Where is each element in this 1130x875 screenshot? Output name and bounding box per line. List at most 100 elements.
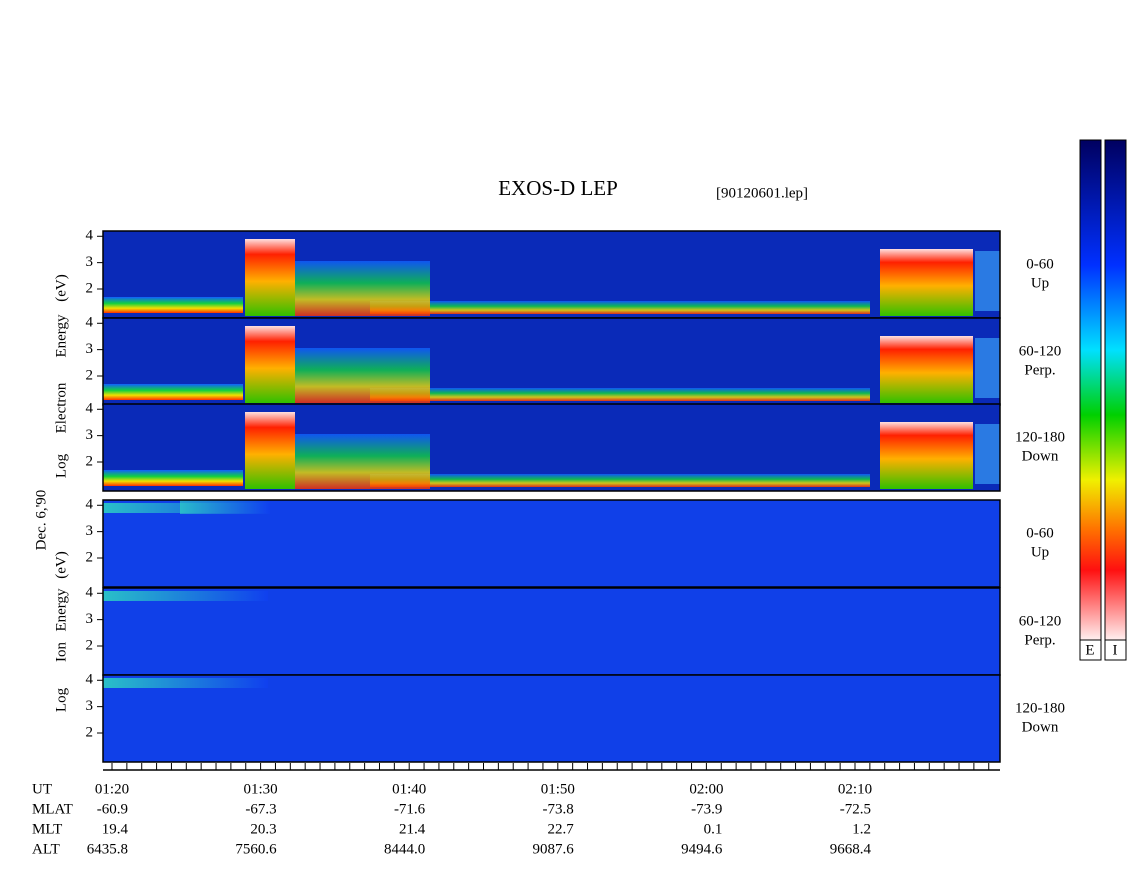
colorbar-box	[1104, 639, 1127, 661]
ephemeris-value: 8444.0	[384, 841, 425, 857]
ephemeris-value: -72.5	[840, 801, 871, 817]
row-label: MLT	[32, 821, 62, 837]
direction-label: Down	[1022, 719, 1059, 735]
ephemeris-value: 21.4	[399, 821, 426, 837]
axis-label: (eV)	[53, 551, 69, 578]
ephemeris-value: -73.8	[543, 801, 574, 817]
colorbar	[1104, 139, 1127, 641]
y-tick-label: 3	[86, 698, 94, 714]
y-tick-label: 2	[86, 280, 94, 296]
colorbar-label: E	[1085, 642, 1094, 658]
electron-band	[103, 470, 243, 486]
ephemeris-value: -73.9	[691, 801, 722, 817]
direction-label: Perp.	[1024, 632, 1055, 648]
y-tick-label: 2	[86, 453, 94, 469]
axis-label: Ion	[53, 642, 69, 662]
ephemeris-value: 20.3	[250, 821, 276, 837]
y-tick-label: 4	[86, 401, 94, 417]
colorbar-box	[1079, 639, 1102, 661]
electron-burst	[245, 326, 295, 403]
time-label: 02:10	[838, 781, 872, 797]
colorbars: E I	[1079, 139, 1127, 661]
direction-label: Down	[1022, 448, 1059, 464]
file-name: [90120601.lep]	[716, 185, 808, 201]
ephemeris-value: 7560.6	[235, 841, 277, 857]
panel-frame	[102, 403, 1001, 492]
ephemeris-value: -67.3	[245, 801, 276, 817]
pitch-angle-label: 0-60	[1026, 525, 1054, 541]
title: EXOS-D LEP	[498, 176, 618, 200]
electron-burst	[295, 434, 430, 489]
axis-label: Dec. 6,'90	[33, 490, 49, 551]
pitch-angle-label: 60-120	[1019, 613, 1062, 629]
time-label: 01:50	[541, 781, 575, 797]
ephemeris-value: 9494.6	[681, 841, 723, 857]
time-label: 01:40	[392, 781, 426, 797]
row-label: ALT	[32, 841, 60, 857]
time-label: 02:00	[689, 781, 723, 797]
axis-label: Energy	[53, 314, 69, 358]
electron-burst	[880, 249, 973, 316]
y-tick-label: 3	[86, 341, 94, 357]
electron-burst	[975, 424, 1000, 484]
panel-frame	[102, 674, 1001, 763]
electron-burst	[880, 336, 973, 403]
direction-label: Up	[1031, 275, 1049, 291]
electron-burst	[975, 338, 1000, 398]
y-tick-label: 3	[86, 254, 94, 270]
row-label: UT	[32, 781, 52, 797]
ion-glow	[180, 500, 270, 514]
axis-label: Log	[53, 687, 69, 712]
y-tick-label: 4	[86, 315, 94, 331]
ion-glow	[103, 678, 268, 688]
electron-band	[103, 297, 243, 313]
ephemeris-value: -71.6	[394, 801, 426, 817]
electron-burst	[245, 239, 295, 316]
spectrogram-background	[103, 588, 1000, 675]
electron-burst	[975, 251, 1000, 311]
y-tick-label: 2	[86, 549, 94, 565]
y-tick-label: 3	[86, 611, 94, 627]
pitch-angle-label: 0-60	[1026, 256, 1054, 272]
electron-band	[370, 301, 870, 314]
axis-label: (eV)	[53, 274, 69, 301]
electron-burst	[295, 261, 430, 316]
electron-burst	[295, 348, 430, 403]
axis-label: Energy	[53, 588, 69, 632]
direction-label: Perp.	[1024, 362, 1055, 378]
panel-frame	[102, 499, 1001, 588]
ephemeris-value: 1.2	[852, 821, 871, 837]
colorbar-label: I	[1113, 642, 1118, 658]
pitch-angle-label: 120-180	[1015, 429, 1065, 445]
ephemeris-value: 0.1	[704, 821, 723, 837]
electron-burst	[880, 422, 973, 489]
spectrogram-background	[103, 500, 1000, 587]
ephemeris-value: -60.9	[97, 801, 128, 817]
direction-label: Up	[1031, 544, 1049, 560]
y-tick-label: 2	[86, 637, 94, 653]
y-tick-label: 4	[86, 672, 94, 688]
axis-label: Electron	[53, 382, 69, 433]
y-tick-label: 4	[86, 585, 94, 601]
y-tick-label: 2	[86, 367, 94, 383]
time-label: 01:30	[244, 781, 278, 797]
ephemeris-value: 9668.4	[830, 841, 872, 857]
ion-glow	[103, 591, 268, 601]
row-label: MLAT	[32, 801, 73, 817]
ephemeris-value: 6435.8	[87, 841, 128, 857]
spectrogram-background	[103, 675, 1000, 762]
ephemeris-value: 22.7	[548, 821, 575, 837]
electron-band	[370, 474, 870, 487]
electron-burst	[245, 412, 295, 489]
electron-band	[103, 384, 243, 400]
ephemeris-value: 19.4	[102, 821, 129, 837]
y-tick-label: 4	[86, 228, 94, 244]
pitch-angle-label: 60-120	[1019, 343, 1062, 359]
y-tick-label: 3	[86, 427, 94, 443]
pitch-angle-label: 120-180	[1015, 700, 1065, 716]
colorbar	[1079, 139, 1102, 641]
axis-label: Log	[53, 453, 69, 478]
y-tick-label: 3	[86, 523, 94, 539]
y-tick-label: 4	[86, 497, 94, 513]
